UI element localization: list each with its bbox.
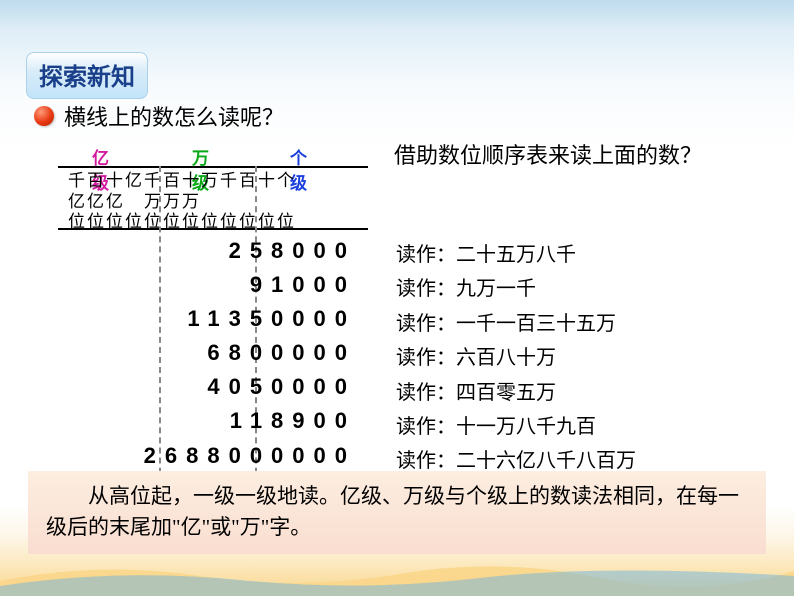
place-header-cell: 万 bbox=[182, 193, 199, 212]
summary-box: 从高位起，一级一级地读。亿级、万级与个级上的数读法相同，在每一级后的末尾加"亿"… bbox=[28, 471, 766, 554]
wave-bottom-decoration bbox=[0, 556, 794, 596]
place-header-cell: 百 bbox=[163, 172, 180, 191]
reading-row: 读作：九万一千 bbox=[396, 272, 636, 306]
place-header-cell: 个 bbox=[277, 172, 294, 191]
wave-top-decoration bbox=[0, 0, 794, 60]
number-row: 11350000 bbox=[66, 302, 356, 336]
place-header-cell bbox=[258, 193, 275, 212]
place-header-cell: 万 bbox=[201, 172, 218, 191]
place-header-cell bbox=[239, 193, 256, 212]
place-header-cell bbox=[201, 193, 218, 212]
number-row: 91000 bbox=[66, 268, 356, 302]
number-row: 258000 bbox=[66, 234, 356, 268]
numbers-column: 2580009100011350000680000040500001189002… bbox=[66, 234, 356, 473]
summary-text: 从高位起，一级一级地读。亿级、万级与个级上的数读法相同，在每一级后的末尾加"亿"… bbox=[46, 481, 748, 542]
place-header-cell: 百 bbox=[239, 172, 256, 191]
question-primary: 横线上的数怎么读呢？ bbox=[64, 100, 284, 132]
reading-row: 读作：四百零五万 bbox=[396, 376, 636, 410]
place-header-cell: 万 bbox=[163, 193, 180, 212]
place-header-cell: 十 bbox=[106, 172, 123, 191]
number-row: 4050000 bbox=[66, 370, 356, 404]
readings-column: 读作：二十五万八千读作：九万一千读作：一千一百三十五万读作：六百八十万读作：四百… bbox=[396, 238, 636, 479]
place-header-cell: 十 bbox=[182, 172, 199, 191]
reading-row: 读作：十一万八千九百 bbox=[396, 410, 636, 444]
reading-row: 读作：一千一百三十五万 bbox=[396, 307, 636, 341]
rule-top bbox=[58, 166, 368, 168]
question-secondary: 借助数位顺序表来读上面的数？ bbox=[394, 138, 702, 170]
place-header-cell: 亿 bbox=[125, 172, 142, 191]
content-area: 横线上的数怎么读呢？ 借助数位顺序表来读上面的数？ 亿级 万级 个级 千百十亿千… bbox=[34, 100, 764, 132]
place-header-cell: 百 bbox=[87, 172, 104, 191]
reading-row: 读作：二十五万八千 bbox=[396, 238, 636, 272]
place-headers: 千百十亿千百十万千百十个亿亿亿万万万位位位位位位位位位位位位 bbox=[66, 170, 296, 234]
place-header-cell: 亿 bbox=[87, 193, 104, 212]
rule-mid bbox=[58, 228, 368, 230]
place-header-cell: 千 bbox=[220, 172, 237, 191]
reading-row: 读作：六百八十万 bbox=[396, 341, 636, 375]
place-header-cell: 亿 bbox=[68, 193, 85, 212]
number-row: 118900 bbox=[66, 404, 356, 438]
place-header-cell: 千 bbox=[68, 172, 85, 191]
place-header-cell: 亿 bbox=[106, 193, 123, 212]
place-header-cell bbox=[277, 193, 294, 212]
number-row: 2688000000 bbox=[66, 439, 356, 473]
place-header-cell bbox=[125, 193, 142, 212]
number-row: 6800000 bbox=[66, 336, 356, 370]
bullet-icon bbox=[34, 106, 54, 126]
section-badge: 探索新知 bbox=[26, 52, 148, 99]
place-header-cell: 十 bbox=[258, 172, 275, 191]
place-header-cell bbox=[220, 193, 237, 212]
